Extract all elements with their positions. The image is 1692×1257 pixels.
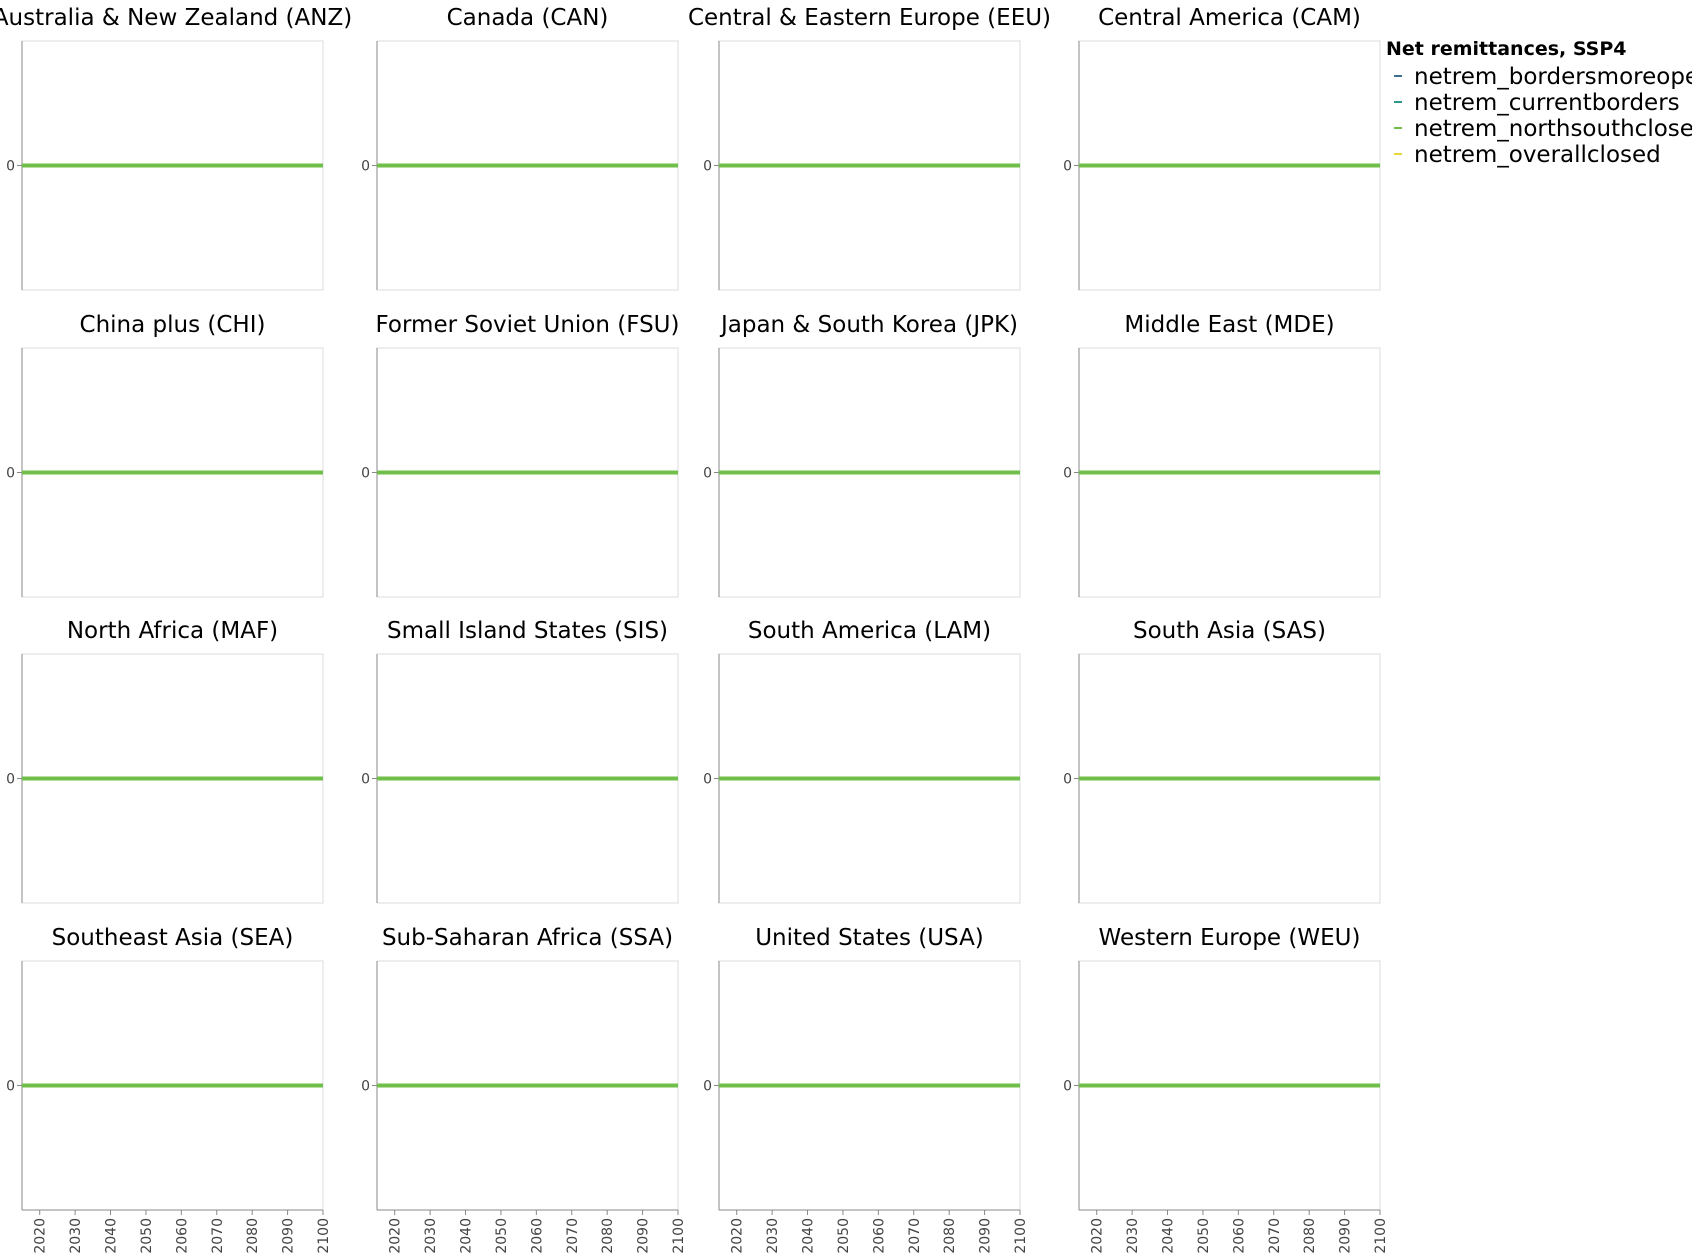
chart-panel: China plus (CHI) 0 [6, 312, 324, 598]
y-tick-label: 0 [703, 466, 712, 482]
x-tick-label: 2020 [1090, 1218, 1106, 1254]
x-tick-label: 2030 [423, 1218, 439, 1254]
chart-panel: Canada (CAN) 0 [361, 5, 679, 291]
chart-panel: Central & Eastern Europe (EEU) 0 [688, 5, 1051, 291]
x-tick-label: 2050 [836, 1218, 852, 1254]
x-tick-label: 2020 [33, 1218, 49, 1254]
x-tick-label: 2030 [68, 1218, 84, 1254]
chart-panel: Middle East (MDE) 0 [1063, 312, 1381, 598]
panel-title: Small Island States (SIS) [387, 618, 668, 644]
x-tick-label: 2040 [801, 1218, 817, 1254]
chart-panel: South Asia (SAS) 0 [1063, 618, 1381, 904]
panel-title: Sub-Saharan Africa (SSA) [382, 925, 673, 951]
x-tick-label: 2070 [210, 1218, 226, 1254]
x-tick-label: 2040 [104, 1218, 120, 1254]
x-tick-label: 2070 [565, 1218, 581, 1254]
y-tick-label: 0 [1063, 772, 1072, 788]
legend-label: netrem_currentborders [1414, 90, 1680, 116]
y-tick-label: 0 [1063, 1079, 1072, 1095]
panel-title: United States (USA) [755, 925, 984, 951]
x-tick-label: 2090 [978, 1218, 994, 1254]
x-tick-label: 2030 [765, 1218, 781, 1254]
x-tick-label: 2080 [600, 1218, 616, 1254]
x-tick-label: 2100 [316, 1218, 332, 1254]
y-tick-label: 0 [361, 772, 370, 788]
x-tick-label: 2040 [1161, 1218, 1177, 1254]
y-tick-label: 0 [361, 1079, 370, 1095]
chart-panel: Western Europe (WEU) 0 2020 2030 2040 2050 206… [1063, 925, 1389, 1254]
y-tick-label: 0 [6, 772, 15, 788]
panel-title: Southeast Asia (SEA) [52, 925, 294, 951]
x-tick-label: 2060 [871, 1218, 887, 1254]
x-tick-label: 2020 [388, 1218, 404, 1254]
panel-title: Canada (CAN) [447, 5, 609, 31]
x-tick-label: 2030 [1125, 1218, 1141, 1254]
y-tick-label: 0 [1063, 159, 1072, 175]
y-tick-label: 0 [703, 772, 712, 788]
chart-panel: Southeast Asia (SEA) 0 2020 2030 2040 2050 206… [6, 925, 332, 1254]
x-tick-label: 2080 [245, 1218, 261, 1254]
x-tick-label: 2050 [1196, 1218, 1212, 1254]
panel-title: Middle East (MDE) [1124, 312, 1334, 338]
panel-title: Western Europe (WEU) [1099, 925, 1361, 951]
chart-panel: Small Island States (SIS) 0 [361, 618, 679, 904]
panel-title: South America (LAM) [748, 618, 991, 644]
x-tick-label: 2080 [942, 1218, 958, 1254]
x-tick-label: 2100 [1373, 1218, 1389, 1254]
y-tick-label: 0 [1063, 466, 1072, 482]
chart-panel: South America (LAM) 0 [703, 618, 1021, 904]
panel-title: Central & Eastern Europe (EEU) [688, 5, 1051, 31]
y-tick-label: 0 [6, 159, 15, 175]
x-tick-label: 2070 [907, 1218, 923, 1254]
chart-panel: Australia & New Zealand (ANZ) 0 [0, 5, 352, 291]
x-tick-label: 2090 [281, 1218, 297, 1254]
x-tick-label: 2090 [636, 1218, 652, 1254]
y-tick-label: 0 [361, 466, 370, 482]
y-tick-label: 0 [361, 159, 370, 175]
legend: Net remittances, SSP4 netrem_bordersmoreo… [1386, 38, 1692, 168]
legend-title: Net remittances, SSP4 [1386, 38, 1627, 60]
panel-title: Australia & New Zealand (ANZ) [0, 5, 352, 31]
panel-title: South Asia (SAS) [1133, 618, 1326, 644]
panel-title: China plus (CHI) [80, 312, 266, 338]
y-tick-label: 0 [703, 159, 712, 175]
legend-label: netrem_bordersmoreopen [1414, 64, 1692, 90]
x-tick-label: 2100 [671, 1218, 687, 1254]
y-tick-label: 0 [6, 466, 15, 482]
x-tick-label: 2060 [1231, 1218, 1247, 1254]
x-tick-label: 2100 [1013, 1218, 1029, 1254]
x-tick-label: 2070 [1267, 1218, 1283, 1254]
chart-panel: North Africa (MAF) 0 [6, 618, 324, 904]
x-tick-label: 2060 [174, 1218, 190, 1254]
x-tick-label: 2050 [139, 1218, 155, 1254]
panel-title: Japan & South Korea (JPK) [719, 312, 1018, 338]
chart-panel: Central America (CAM) 0 [1063, 5, 1381, 291]
x-tick-label: 2060 [529, 1218, 545, 1254]
x-tick-label: 2020 [730, 1218, 746, 1254]
y-tick-label: 0 [6, 1079, 15, 1095]
x-tick-label: 2050 [494, 1218, 510, 1254]
chart-panel: Former Soviet Union (FSU) 0 [361, 312, 680, 598]
chart-panel: United States (USA) 0 2020 2030 2040 2050 2060… [703, 925, 1029, 1254]
panel-title: North Africa (MAF) [67, 618, 278, 644]
y-tick-label: 0 [703, 1079, 712, 1095]
chart-panel: Sub-Saharan Africa (SSA) 0 2020 2030 2040 205… [361, 925, 687, 1254]
x-tick-label: 2080 [1302, 1218, 1318, 1254]
x-tick-label: 2090 [1338, 1218, 1354, 1254]
chart-panel: Japan & South Korea (JPK) 0 [703, 312, 1021, 598]
panel-title: Central America (CAM) [1098, 5, 1361, 31]
panel-title: Former Soviet Union (FSU) [376, 312, 680, 338]
legend-label: netrem_northsouthclosed [1414, 116, 1692, 142]
x-tick-label: 2040 [459, 1218, 475, 1254]
legend-label: netrem_overallclosed [1414, 142, 1661, 168]
